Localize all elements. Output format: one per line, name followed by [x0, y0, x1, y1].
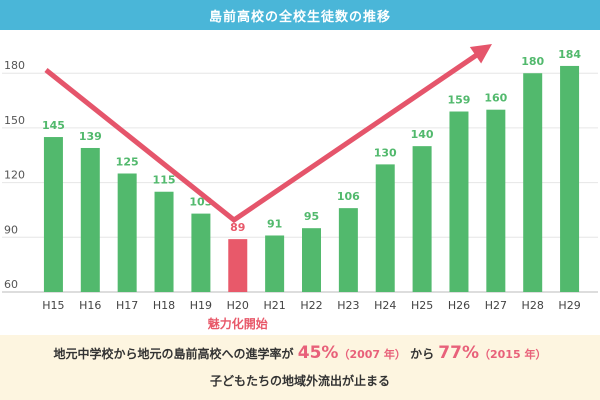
x-tick-label: H24: [374, 299, 396, 312]
value-label: 180: [521, 55, 544, 68]
value-label: 139: [79, 130, 102, 143]
x-tick-label: H22: [300, 299, 322, 312]
rate-2007: 45%: [297, 343, 339, 363]
bar: [265, 235, 285, 292]
bar: [43, 137, 63, 292]
x-axis-labels: H15 H16 H17 H18 H19 H20 H21 H22 H23 H24 H25 H26 H27 H…: [42, 299, 580, 312]
arrow-head: [469, 44, 492, 64]
x-tick-label: H17: [116, 299, 138, 312]
value-label: 95: [304, 210, 319, 223]
value-label: 89: [230, 221, 245, 234]
bar: [117, 173, 137, 292]
y-axis-ticks: 60 90 120 150 180: [4, 59, 25, 291]
value-label: 145: [42, 119, 65, 132]
value-label: 125: [116, 156, 139, 169]
x-tick-label: H15: [42, 299, 64, 312]
footer-mid: から: [410, 347, 435, 361]
bar: [523, 73, 543, 292]
bar: [449, 111, 469, 292]
bar: [302, 228, 321, 292]
x-tick-label: H27: [485, 299, 507, 312]
x-tick-label: H28: [522, 299, 544, 312]
x-tick-label: H20: [227, 299, 249, 312]
bar: [338, 208, 358, 292]
bar: [486, 109, 506, 292]
x-tick-label: H21: [263, 299, 285, 312]
value-label: 115: [153, 174, 176, 187]
trend-arrow: [44, 44, 492, 224]
value-label: 184: [558, 48, 581, 61]
x-tick-label: H29: [558, 299, 580, 312]
bar: [560, 65, 580, 292]
bar: [191, 213, 211, 292]
value-label: 130: [374, 146, 397, 159]
y-tick-label: 90: [4, 223, 18, 236]
value-label: 140: [411, 128, 434, 141]
y-tick-label: 150: [4, 114, 25, 127]
x-tick-label: H19: [190, 299, 212, 312]
bar: [154, 191, 174, 292]
x-tick-label: H26: [448, 299, 470, 312]
trend-line: [44, 47, 486, 224]
y-tick-label: 60: [4, 278, 18, 291]
footer-line-1: 地元中学校から地元の島前高校への進学率が 45%（2007 年） から 77%（…: [0, 343, 600, 363]
bar: [80, 147, 100, 292]
rate-2015: 77%: [438, 343, 479, 363]
bar: [228, 239, 248, 292]
value-label: 106: [337, 190, 360, 203]
x-tick-label: H23: [337, 299, 359, 312]
annotation-label: 魅力化開始: [208, 316, 268, 331]
chart-title: 島前高校の全校生徒数の推移: [208, 9, 391, 25]
value-label: 91: [267, 217, 282, 230]
footer-line-2: 子どもたちの地域外流出が止まる: [209, 374, 390, 388]
bars: [43, 65, 580, 292]
bar: [375, 164, 395, 292]
x-tick-label: H18: [153, 299, 175, 312]
y-tick-label: 120: [4, 169, 25, 182]
footer-prefix: 地元中学校から地元の島前高校への進学率が: [53, 347, 294, 361]
year-2015: （2015 年）: [479, 348, 547, 361]
chart-header: 島前高校の全校生徒数の推移: [0, 0, 600, 30]
value-label: 160: [484, 92, 507, 105]
y-tick-label: 180: [4, 59, 25, 72]
year-2007: （2007 年）: [338, 348, 406, 361]
bar: [412, 146, 432, 292]
x-tick-label: H16: [79, 299, 101, 312]
x-tick-label: H25: [411, 299, 433, 312]
value-label: 159: [447, 94, 470, 107]
footer-panel: 地元中学校から地元の島前高校への進学率が 45%（2007 年） から 77%（…: [0, 335, 600, 400]
